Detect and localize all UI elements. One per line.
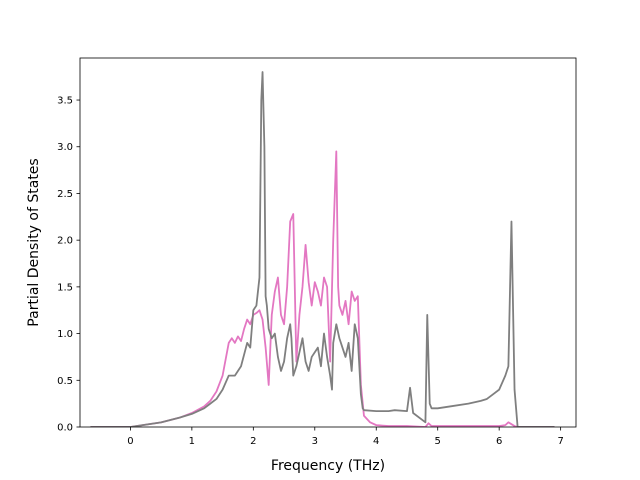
x-axis-label: Frequency (THz) — [271, 458, 385, 474]
x-tick-label: 5 — [435, 436, 441, 447]
y-tick-label: 2.0 — [57, 236, 73, 247]
y-tick-label: 3.0 — [57, 142, 73, 153]
y-tick-label: 0.5 — [57, 376, 73, 387]
y-tick-label: 0.0 — [57, 423, 73, 434]
x-tick-label: 4 — [373, 436, 379, 447]
axes-frame — [79, 57, 577, 428]
y-tick-label: 1.5 — [57, 282, 73, 293]
y-axis-label: Partial Density of States — [26, 158, 42, 326]
x-axis: 0 1 2 3 4 5 6 7 — [127, 427, 564, 447]
series-line-2 — [90, 71, 555, 427]
series-line-1 — [90, 150, 555, 427]
x-tick-label: 1 — [189, 436, 195, 447]
x-tick-label: 3 — [312, 436, 318, 447]
y-tick-label: 3.5 — [57, 96, 73, 107]
x-tick-label: 0 — [127, 436, 133, 447]
x-tick-label: 2 — [250, 436, 256, 447]
y-tick-label: 1.0 — [57, 329, 73, 340]
x-tick-label: 7 — [557, 436, 563, 447]
y-tick-label: 2.5 — [57, 189, 73, 200]
x-tick-label: 6 — [496, 436, 502, 447]
series-layer — [90, 71, 555, 427]
y-axis: 0.0 0.5 1.0 1.5 2.0 2.5 3.0 3.5 — [57, 96, 80, 434]
